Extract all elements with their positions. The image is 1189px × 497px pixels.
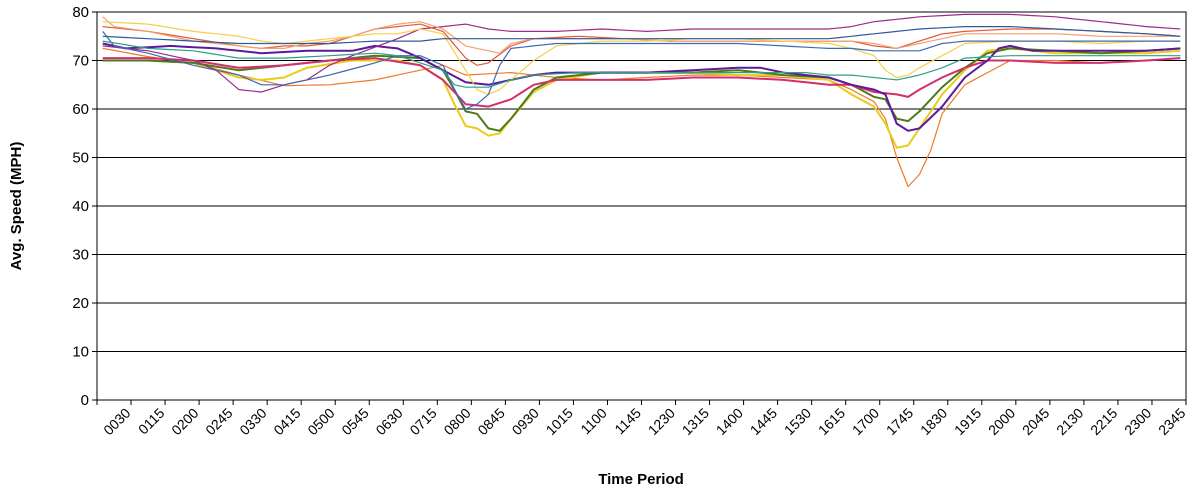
x-tick-label: 0030 — [100, 405, 133, 438]
x-tick-label: 0415 — [270, 405, 303, 438]
x-tick-label: 0930 — [509, 405, 542, 438]
x-tick-label: 0845 — [474, 405, 507, 438]
x-tick-label: 1530 — [781, 405, 814, 438]
y-tick-label: 0 — [81, 392, 89, 409]
series-lines — [102, 13, 1181, 188]
x-tick-label: 0200 — [168, 405, 201, 438]
series-line — [102, 57, 1181, 108]
x-tick-label: 0800 — [440, 405, 473, 438]
x-tick-label: 2130 — [1053, 405, 1086, 438]
x-tick-label: 0545 — [338, 405, 371, 438]
x-tick-label: 1700 — [849, 405, 882, 438]
y-tick-label: 30 — [72, 247, 89, 264]
x-tick-label: 1915 — [951, 405, 984, 438]
x-tick-label: 2045 — [1019, 405, 1052, 438]
y-tick-label: 20 — [72, 295, 89, 312]
y-tick-label: 50 — [72, 150, 89, 167]
y-tick-label: 40 — [72, 198, 89, 215]
y-tick-label: 70 — [72, 53, 89, 70]
series-line — [102, 26, 1181, 45]
x-tick-label: 0245 — [202, 405, 235, 438]
x-tick-label: 1015 — [543, 405, 576, 438]
x-tick-label: 0500 — [304, 405, 337, 438]
x-tick-label: 2345 — [1155, 405, 1188, 438]
x-tick-label: 1315 — [679, 405, 712, 438]
x-tick-label: 0630 — [372, 405, 405, 438]
x-tick-label: 2300 — [1121, 405, 1154, 438]
x-tick-label: 0715 — [406, 405, 439, 438]
x-tick-label: 1745 — [883, 405, 916, 438]
series-line — [102, 16, 1181, 54]
x-tick-label: 2215 — [1087, 405, 1120, 438]
x-tick-label: 1230 — [645, 405, 678, 438]
x-tick-label: 1400 — [713, 405, 746, 438]
y-axis-title: Avg. Speed (MPH) — [8, 142, 25, 271]
x-axis: 0030 0115 0200 0245 0330 0415 0500 0545 0630 0715… — [96, 400, 1189, 438]
x-tick-label: 1830 — [917, 405, 950, 438]
x-tick-label: 1445 — [747, 405, 780, 438]
y-tick-label: 60 — [72, 101, 89, 118]
x-tick-label: 1145 — [611, 405, 644, 438]
x-axis-title: Time Period — [598, 471, 684, 488]
y-axis: 0 10 20 30 40 50 60 70 80 — [72, 4, 97, 409]
x-tick-label: 0115 — [135, 405, 168, 438]
y-tick-label: 10 — [72, 344, 89, 361]
series-line — [102, 40, 1181, 88]
x-tick-label: 1615 — [815, 405, 848, 438]
x-tick-label: 1100 — [577, 405, 610, 438]
x-tick-label: 2000 — [985, 405, 1018, 438]
series-line — [102, 31, 1181, 110]
y-tick-label: 80 — [72, 4, 89, 21]
x-tick-label: 0330 — [236, 405, 269, 438]
